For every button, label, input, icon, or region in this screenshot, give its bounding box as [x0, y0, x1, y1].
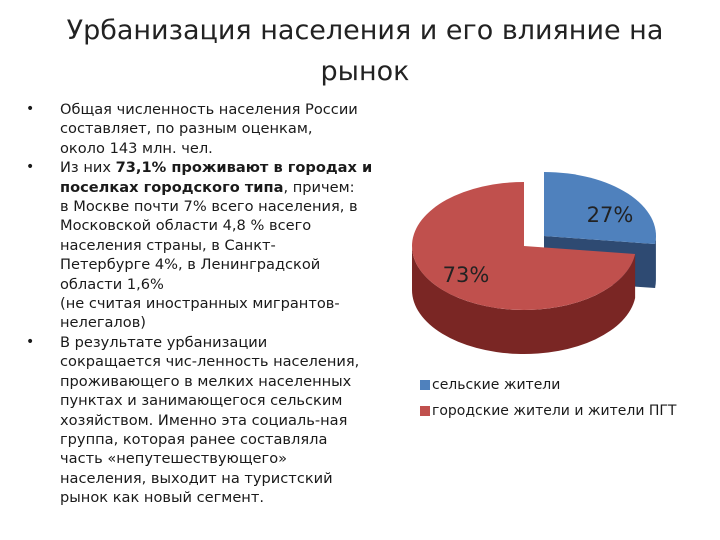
bullet-item-urbanization-effect: • В результате урбанизации сокращается ч… — [26, 333, 396, 508]
bullet3-line: сокращается чис-ленность населения, — [60, 353, 360, 371]
bullet-dot: • — [26, 159, 35, 176]
bullet2-line: Из них 73,1% проживают в городах и — [60, 158, 396, 177]
bullet2-line: области 1,6% — [60, 275, 164, 293]
legend-swatch — [420, 406, 430, 416]
title-line-1: Урбанизация населения и его влияние на — [66, 15, 664, 46]
pie-value-label: 27% — [587, 203, 634, 227]
pie-slice-side — [412, 246, 636, 355]
legend-swatch — [420, 380, 430, 390]
bullet2-line: населения страны, в Санкт- — [60, 236, 276, 254]
legend-label: городские жители и жители ПГТ — [432, 403, 677, 419]
bullet2-bold: 73,1% проживают в городах и — [115, 159, 373, 177]
pie-slice-side — [655, 236, 656, 289]
pie-value-label: 73% — [443, 263, 490, 287]
bullet3-line: пунктах и занимающегося сельским — [60, 392, 343, 410]
bullet2-line: (не считая иностранных мигрантов- — [60, 295, 340, 313]
bullet-item-urban-share: • Из них 73,1% проживают в городах и пос… — [26, 158, 396, 333]
bullet-dot: • — [26, 333, 35, 350]
chart-legend: сельские жители городские жители и жители… — [420, 372, 677, 424]
bullet2-line: в Москве почти 7% всего населения, в — [60, 198, 358, 216]
bullet3-line: часть «непутешествующего» — [60, 450, 288, 468]
bullet3-line: В результате урбанизации — [60, 333, 268, 351]
bullet-list: • Общая численность населения России сос… — [26, 100, 396, 508]
bullet2-line: Московской области 4,8 % всего — [60, 217, 312, 235]
bullet-dot: • — [26, 101, 35, 117]
title-line-2: рынок — [320, 56, 410, 87]
bullet1-line: Общая численность населения России — [60, 101, 358, 118]
bullet3-line: населения, выходит на туристский — [60, 469, 333, 487]
legend-label: сельские жители — [432, 377, 561, 393]
bullet3-line: группа, которая ранее составляла — [60, 430, 328, 448]
bullet2-suffix: , причем: — [283, 178, 355, 196]
legend-entry: городские жители и жители ПГТ — [420, 398, 677, 424]
bullet2-line: поселках городского типа, причем: — [60, 178, 396, 197]
bullet3-line: проживающего в мелких населенных — [60, 372, 352, 390]
bullet1-line: около 143 млн. чел. — [60, 139, 213, 157]
bullet3-line: рынок как новый сегмент. — [60, 489, 264, 507]
pie-chart: 27% 73% — [412, 172, 656, 355]
bullet2-line: нелегалов) — [60, 314, 146, 332]
legend-entry: сельские жители — [420, 372, 677, 398]
slide-title: Урбанизация населения и его влияние на р… — [60, 10, 670, 92]
bullet2-bold: поселках городского типа — [60, 178, 284, 196]
bullet2-line: Петербурге 4%, в Ленинградской — [60, 256, 321, 274]
bullet2-prefix: Из них — [60, 159, 116, 177]
bullet3-line: хозяйством. Именно эта социаль-ная — [60, 411, 348, 429]
bullet-item-total-population: • Общая численность населения России сос… — [26, 100, 396, 158]
bullet1-line: составляет, по разным оценкам, — [60, 120, 313, 138]
pie-slice — [412, 182, 636, 310]
pie-slice — [544, 172, 656, 245]
